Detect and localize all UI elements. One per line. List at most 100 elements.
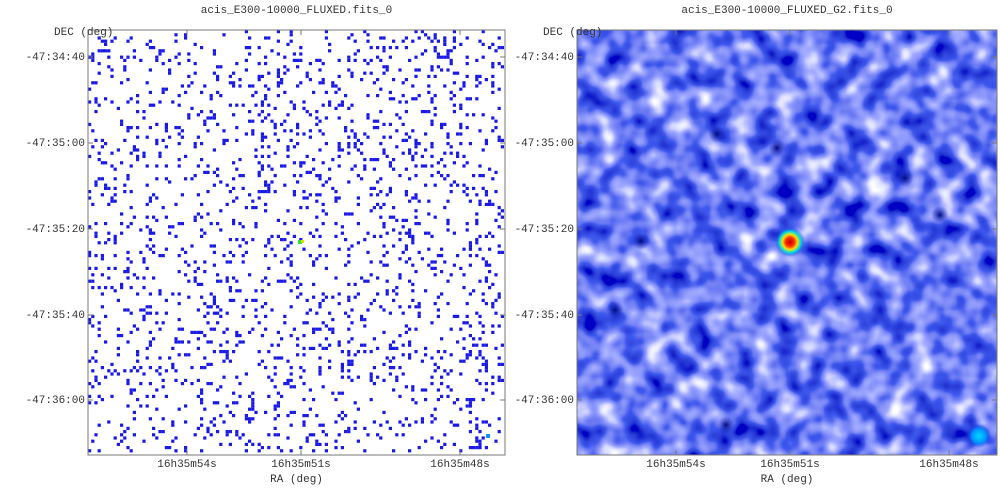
count-pixel [148,199,152,203]
count-pixel [446,52,450,56]
count-pixel [91,369,95,373]
count-pixel [296,65,300,69]
count-pixel [184,378,188,382]
count-pixel [491,90,495,94]
count-pixel [168,71,172,75]
count-pixel [264,254,268,258]
count-pixel [232,350,236,354]
count-pixel [193,279,197,283]
count-pixel [216,279,220,283]
count-pixel [366,33,370,37]
count-pixel [296,142,300,146]
count-pixel [452,71,456,75]
count-pixel [360,78,364,82]
count-pixel [420,359,424,363]
count-pixel [251,417,255,421]
count-pixel [180,382,184,386]
count-pixel [142,314,146,318]
count-pixel [184,353,188,357]
count-pixel [254,103,258,107]
count-pixel [164,164,168,168]
count-pixel [497,378,501,382]
count-pixel [260,135,264,139]
count-pixel [363,164,367,168]
count-pixel [424,398,428,402]
count-pixel [225,430,229,434]
count-pixel [264,94,268,98]
count-pixel [136,148,140,152]
count-pixel [321,209,325,213]
count-pixel [305,414,309,418]
count-pixel [254,154,258,158]
count-pixel [491,302,495,306]
count-pixel [340,231,344,235]
count-pixel [212,311,216,315]
count-pixel [497,356,501,360]
count-pixel [347,314,351,318]
count-pixel [129,391,133,395]
count-pixel [177,126,181,130]
count-pixel [225,340,229,344]
count-pixel [392,366,396,370]
count-pixel [360,318,364,322]
count-pixel [328,100,332,104]
count-pixel [321,222,325,226]
count-pixel [129,190,133,194]
count-pixel [276,446,280,450]
count-pixel [184,449,188,453]
count-pixel [238,84,242,88]
count-pixel [123,58,127,62]
count-pixel [110,39,114,43]
count-pixel [88,318,92,322]
count-pixel [187,295,191,299]
count-pixel [488,231,492,235]
count-pixel [280,356,284,360]
count-pixel [424,132,428,136]
count-pixel [289,33,293,37]
count-pixel [427,90,431,94]
count-pixel [443,260,447,264]
count-pixel [414,193,418,197]
count-pixel [318,193,322,197]
count-pixel [459,126,463,130]
count-pixel [104,241,108,245]
count-pixel [238,244,242,248]
count-pixel [174,234,178,238]
count-pixel [360,151,364,155]
count-pixel [187,263,191,267]
count-pixel [97,49,101,53]
count-pixel [417,311,421,315]
count-pixel [161,90,165,94]
count-pixel [337,302,341,306]
count-pixel [155,122,159,126]
count-pixel [225,311,229,315]
count-pixel [340,391,344,395]
count-pixel [136,158,140,162]
count-pixel [260,167,264,171]
count-pixel [280,78,284,82]
count-pixel [267,103,271,107]
count-pixel [382,202,386,206]
count-pixel [468,292,472,296]
count-pixel [459,359,463,363]
count-pixel [161,321,165,325]
count-pixel [312,90,316,94]
count-pixel [369,372,373,376]
count-pixel [206,311,210,315]
count-pixel [193,142,197,146]
count-pixel [440,337,444,341]
count-pixel [440,356,444,360]
count-pixel [260,190,264,194]
count-pixel [414,138,418,142]
count-pixel [433,215,437,219]
count-pixel [209,305,213,309]
count-pixel [136,100,140,104]
count-pixel [408,135,412,139]
count-pixel [478,430,482,434]
count-pixel [430,356,434,360]
count-pixel [411,388,415,392]
count-pixel [353,58,357,62]
count-pixel [337,164,341,168]
count-pixel [392,298,396,302]
count-pixel [414,270,418,274]
